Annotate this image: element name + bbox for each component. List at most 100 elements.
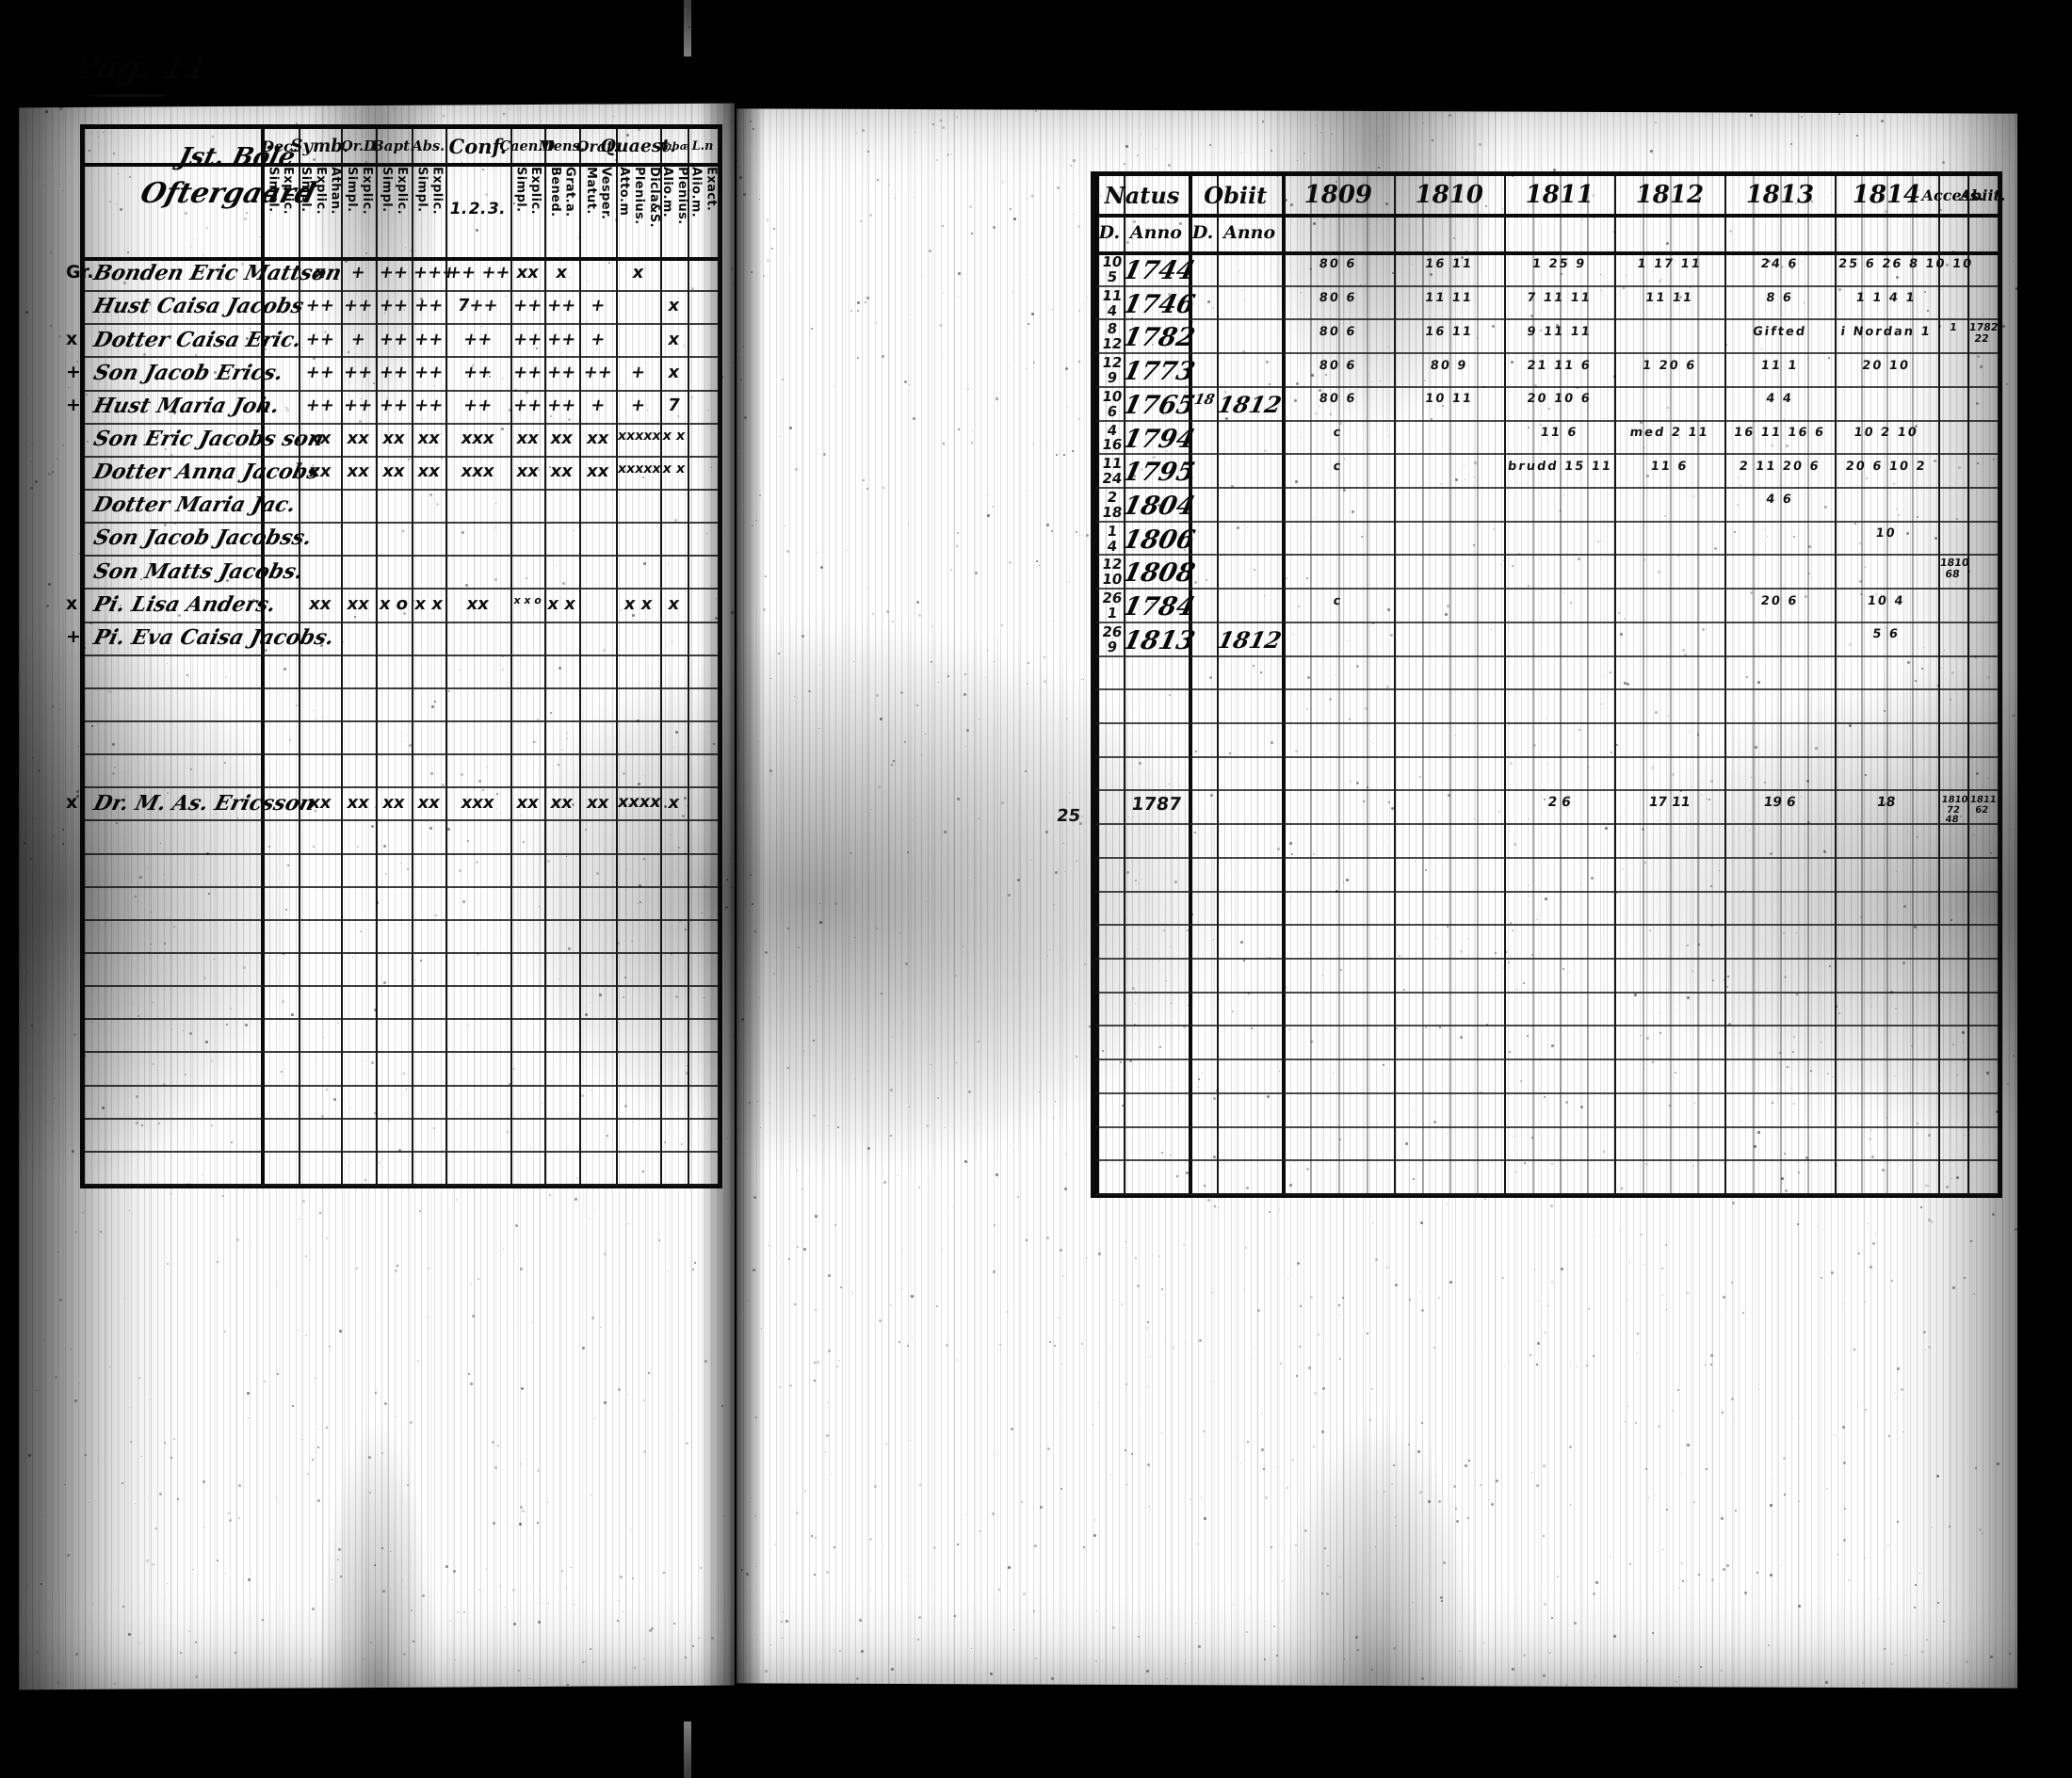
bottom-natus-year: 1787	[1122, 796, 1190, 815]
left-row-divider	[85, 1018, 718, 1020]
year-entry-1814: 25 6 26 8 10 10	[1837, 257, 1934, 271]
right-row-divider	[1095, 857, 1998, 859]
year-entry-1811: 7 11 11	[1507, 291, 1611, 305]
right-row-divider	[1095, 453, 1998, 455]
bottom-1814: 18	[1837, 796, 1934, 810]
attendance-mark: ++	[445, 396, 510, 415]
year-entry-1813: 20 6	[1727, 594, 1832, 608]
right-margin-note: 25	[1056, 806, 1082, 826]
left-subheader-stack: Grat.a. Bened.	[547, 167, 575, 253]
attendance-mark: ++	[579, 363, 616, 382]
attendance-mark: ++	[445, 363, 510, 382]
left-row-divider	[85, 1184, 718, 1186]
year-entry-1810: 80 9	[1397, 359, 1501, 373]
left-subheader-label: Plenius.	[674, 167, 688, 253]
year-entry-1811: 9 11 11	[1507, 325, 1611, 339]
left-subheader-label: Alio.m.	[659, 167, 673, 253]
year-entry-1813: 8 6	[1727, 291, 1832, 305]
left-row-divider	[85, 919, 718, 921]
year-entry-1809: 80 6	[1285, 359, 1391, 373]
right-row-divider	[1095, 655, 1998, 657]
right-row-divider	[1095, 352, 1998, 354]
attendance-mark: xxx	[445, 428, 510, 448]
year-entry-1810: 11 11	[1397, 291, 1501, 305]
left-subheader-label: Simpl.	[379, 167, 393, 253]
attendance-mark: xx	[341, 594, 375, 614]
attendance-mark: x x	[661, 428, 688, 444]
attendance-mark: xxxx	[616, 793, 660, 812]
right-row-divider	[1095, 285, 1998, 287]
left-row-divider	[85, 786, 718, 788]
bottom-abiit: 1811 62	[1967, 796, 1999, 816]
year-entry-1813: 4 6	[1727, 493, 1832, 507]
person-name: Dr. M. As. Ericsson	[91, 791, 317, 816]
margin-mark: +	[66, 395, 81, 415]
year-entry-1809: 80 6	[1285, 257, 1391, 271]
left-col-divider	[261, 129, 265, 1184]
attendance-mark: ++	[544, 296, 578, 315]
left-subheader-label: Alio.m.	[688, 167, 703, 253]
attendance-mark: xx	[341, 461, 375, 481]
attendance-mark: +	[341, 263, 375, 283]
left-col-divider	[660, 129, 662, 1184]
attendance-mark: x	[660, 296, 688, 315]
year-entry-1810: 10 11	[1397, 392, 1501, 406]
attendance-mark: x	[660, 363, 688, 382]
left-row-divider	[85, 952, 718, 954]
right-row-divider	[1095, 1126, 1998, 1128]
attendance-mark: ++	[544, 363, 578, 382]
person-name: Son Jacob Jacobss.	[91, 525, 315, 550]
attendance-mark: xx	[412, 793, 445, 813]
person-name: Hust Maria Joh.	[91, 394, 283, 418]
right-header-1810: 1810	[1394, 176, 1504, 214]
year-entry-1813: 24 6	[1727, 257, 1832, 271]
left-row-divider	[85, 1118, 718, 1120]
attendance-mark: ++	[544, 330, 578, 349]
left-col-divider	[688, 129, 689, 1184]
right-subheader-label: Anno	[1217, 214, 1282, 251]
household-heading-line2: Oftergaard	[138, 177, 319, 210]
access-entry: 1810 68	[1937, 558, 1968, 579]
year-entry-1809: 80 6	[1285, 291, 1391, 305]
right-subheader-label: D.	[1095, 214, 1124, 251]
attendance-mark: xx	[376, 793, 412, 813]
year-entry-1809: c	[1285, 426, 1391, 440]
left-subheader-label: Explic.	[394, 167, 408, 253]
attendance-mark: ++	[412, 296, 445, 315]
natus-day: 11	[1097, 287, 1127, 304]
left-row-divider	[85, 356, 718, 358]
left-subheader-label: Athan.	[328, 167, 342, 253]
attendance-mark: +	[616, 396, 660, 415]
attendance-mark: x x	[616, 594, 660, 614]
left-row-divider	[85, 1085, 718, 1087]
right-row-divider	[1095, 1159, 1998, 1161]
margin-mark: +	[66, 626, 81, 647]
left-subheader-stack: Dicla&S. Plenius. Atto.m	[619, 167, 657, 253]
left-row-divider	[85, 687, 718, 689]
left-header-symb: Symb.	[299, 129, 342, 163]
attendance-mark: ++	[510, 396, 544, 415]
left-row-divider	[85, 1051, 718, 1053]
year-entry-1810: 16 11	[1397, 325, 1501, 339]
attendance-mark: x x	[412, 594, 445, 614]
right-header-1813: 1813	[1724, 176, 1835, 214]
year-entry-1814: 5 6	[1837, 627, 1934, 641]
attendance-mark: xx	[341, 793, 375, 813]
left-row-divider	[85, 655, 718, 656]
attendance-mark: 7++	[445, 296, 510, 315]
left-col-divider	[299, 129, 300, 1184]
left-row-divider	[85, 323, 718, 325]
left-subheader-label: Dicla&S.	[646, 167, 660, 253]
attendance-mark: xx	[341, 428, 375, 448]
year-entry-1814: 1 1 4 1	[1837, 291, 1934, 305]
left-subheader-stack: Explic. Simpl.	[344, 167, 372, 253]
year-entry-1814: 10	[1837, 526, 1934, 541]
left-subheader-stack: Exact. Alio.m.	[690, 167, 715, 253]
natus-year: 1773	[1120, 357, 1192, 386]
natus-day: 1	[1097, 523, 1127, 540]
right-row-divider	[1095, 992, 1998, 994]
left-subheader-label: 2.	[469, 167, 487, 253]
right-header-1811: 1811	[1504, 176, 1614, 214]
obiit-year: 1812	[1214, 391, 1286, 418]
natus-year: 1765	[1120, 391, 1192, 420]
